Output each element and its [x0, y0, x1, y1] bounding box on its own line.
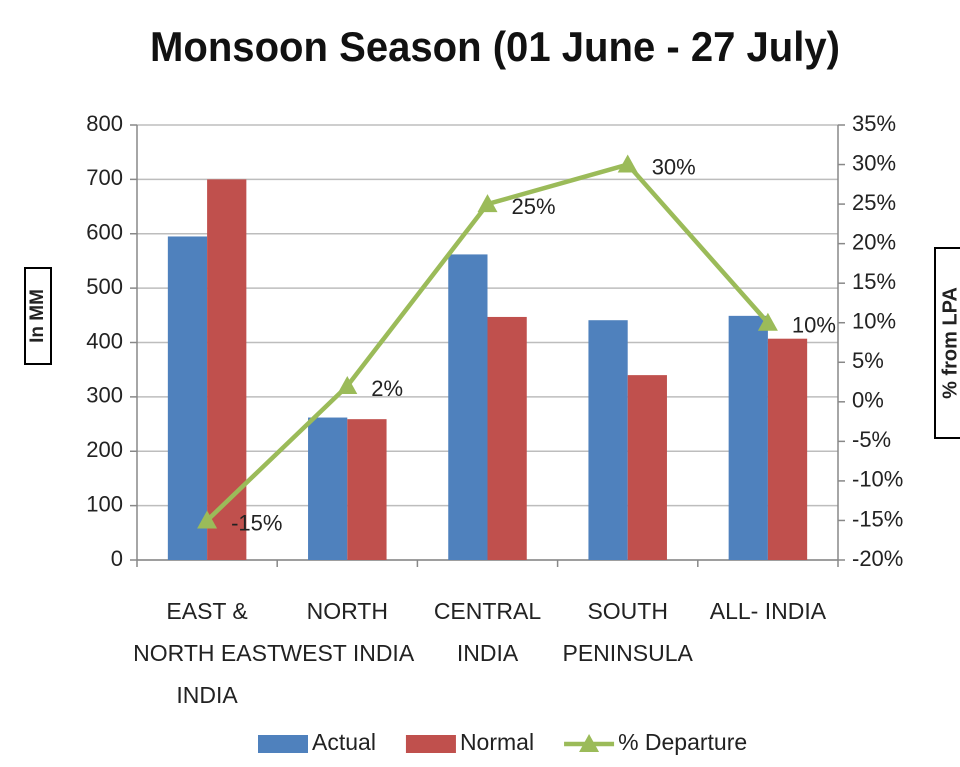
y-tick-label: 500 — [86, 274, 123, 299]
line-marker — [197, 510, 218, 529]
bar — [728, 315, 768, 560]
y2-tick-label: 15% — [852, 269, 896, 294]
y2-tick-label: 5% — [852, 348, 884, 373]
y2-tick-label: 30% — [852, 150, 896, 175]
y2-tick-label: 10% — [852, 309, 896, 334]
y2-axis-label: % from LPA — [939, 287, 960, 399]
y-tick-label: 100 — [86, 491, 123, 516]
legend-swatch — [258, 735, 308, 753]
x-tick-label: NORTH EAST — [133, 640, 281, 666]
x-tick-label: SOUTH — [587, 598, 668, 624]
y-tick-label: 600 — [86, 220, 123, 245]
line-marker — [617, 154, 638, 173]
y-axis-label: In MM — [27, 289, 48, 343]
x-tick-label: INDIA — [457, 640, 519, 666]
y-tick-label: 200 — [86, 437, 123, 462]
line-marker — [757, 312, 778, 331]
bar — [487, 316, 527, 560]
legend-label: Actual — [312, 729, 376, 755]
bar — [627, 375, 667, 560]
bar — [588, 320, 628, 560]
legend-swatch — [579, 734, 600, 752]
x-tick-label: EAST & — [166, 598, 247, 624]
x-tick-label: CENTRAL — [434, 598, 542, 624]
bar — [767, 338, 808, 560]
y2-tick-label: 35% — [852, 111, 896, 136]
bar — [167, 236, 208, 560]
legend-label: Normal — [460, 729, 534, 755]
label-frame — [24, 267, 52, 365]
y2-tick-label: -20% — [852, 546, 903, 571]
x-tick-label: INDIA — [176, 682, 238, 708]
x-tick-label: NORTH — [307, 598, 388, 624]
data-label: 2% — [371, 376, 403, 401]
bar — [448, 254, 488, 560]
line-marker — [477, 194, 498, 213]
y2-tick-label: -5% — [852, 427, 891, 452]
data-label: 10% — [792, 313, 836, 338]
chart-title: Monsoon Season (01 June - 27 July) — [150, 23, 840, 70]
y-tick-label: 0 — [111, 546, 123, 571]
label-frame — [934, 247, 960, 439]
data-label: -15% — [231, 510, 282, 535]
y-tick-label: 700 — [86, 165, 123, 190]
y-tick-label: 300 — [86, 383, 123, 408]
x-tick-label: ALL- INDIA — [710, 598, 827, 624]
data-label: 30% — [652, 154, 696, 179]
y2-tick-label: -10% — [852, 467, 903, 492]
x-tick-label: WEST INDIA — [280, 640, 414, 666]
y-tick-label: 400 — [86, 328, 123, 353]
y2-tick-label: 25% — [852, 190, 896, 215]
line-marker — [337, 376, 358, 394]
y-tick-label: 800 — [86, 111, 123, 136]
y2-tick-label: 0% — [852, 388, 884, 413]
legend-swatch — [405, 735, 456, 753]
y-axis-label-box: In MM — [24, 267, 52, 365]
bar — [347, 419, 387, 560]
y2-axis-label-box: % from LPA — [934, 247, 960, 439]
y2-tick-label: 20% — [852, 229, 896, 254]
y2-tick-label: -15% — [852, 506, 903, 531]
x-tick-label: PENINSULA — [563, 640, 694, 666]
bar — [207, 179, 247, 560]
data-label: 25% — [512, 194, 556, 219]
legend-label: % Departure — [618, 729, 747, 755]
bar — [308, 417, 348, 560]
